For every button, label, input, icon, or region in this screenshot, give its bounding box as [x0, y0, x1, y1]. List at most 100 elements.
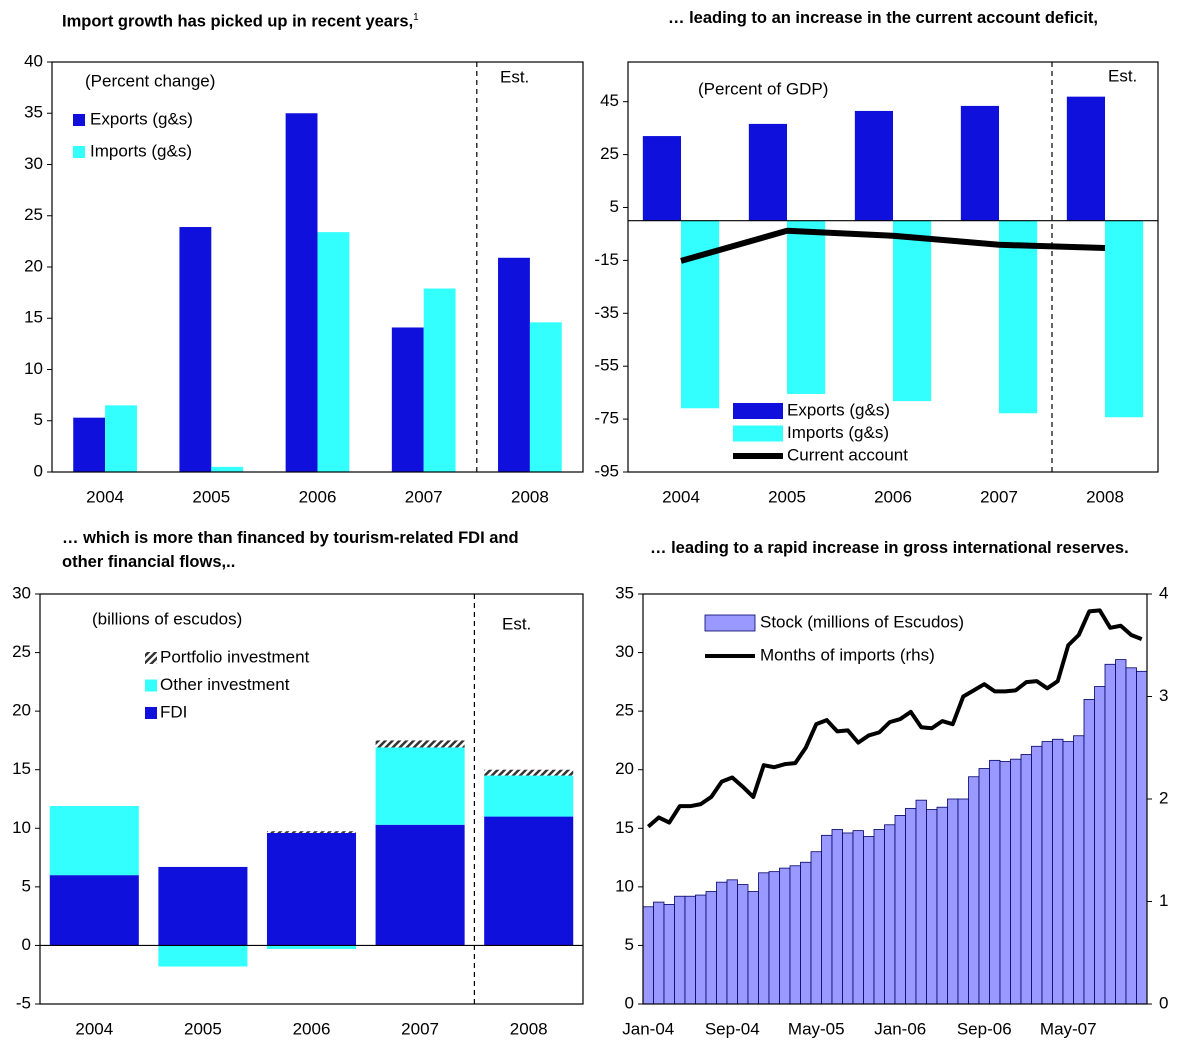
y-tick-label: 40	[24, 51, 43, 70]
bar	[852, 830, 864, 1005]
bar	[737, 884, 749, 1005]
plot-frame	[39, 593, 584, 1005]
bar	[1010, 758, 1022, 1005]
bar	[158, 866, 248, 946]
bar	[1104, 663, 1116, 1005]
bar	[894, 815, 906, 1005]
bar	[642, 136, 681, 221]
bar	[863, 836, 875, 1005]
bar	[375, 824, 465, 946]
bar	[716, 881, 728, 1005]
bar	[285, 113, 318, 472]
bar	[317, 232, 350, 472]
bar	[375, 740, 465, 748]
y-tick-label: 25	[615, 701, 634, 720]
x-tick-label: 2004	[75, 1019, 113, 1038]
bar	[789, 865, 801, 1005]
bar	[968, 776, 980, 1005]
x-tick-label: 2005	[184, 1019, 222, 1038]
bar	[1031, 745, 1043, 1005]
bar	[1094, 686, 1106, 1005]
y-tick-label: -35	[594, 303, 619, 322]
bar	[484, 769, 574, 776]
y-tick-label: 20	[24, 256, 43, 275]
legend-swatch	[145, 679, 157, 692]
bar	[1020, 754, 1032, 1005]
annotation: (billions of escudos)	[92, 609, 242, 628]
bar	[484, 775, 574, 817]
bar	[831, 829, 843, 1005]
legend-label: Other investment	[160, 675, 290, 694]
legend-swatch	[145, 652, 157, 664]
bar	[1066, 96, 1105, 221]
bar	[705, 891, 717, 1005]
x-tick-label: Jan-04	[622, 1019, 674, 1038]
y-tick-label: 20	[615, 759, 634, 778]
y-tick-label: 25	[600, 144, 619, 163]
legend-swatch	[73, 114, 85, 126]
y-tick-label: 35	[615, 583, 634, 602]
y-tick-label: 15	[24, 308, 43, 327]
bar	[1125, 667, 1137, 1005]
bar	[915, 799, 927, 1005]
bar	[674, 895, 686, 1005]
bar	[1083, 699, 1095, 1005]
bar	[684, 895, 696, 1005]
y2-tick-label: 3	[1159, 686, 1168, 705]
legend-label: Imports (g&s)	[90, 141, 192, 160]
annotation: Est.	[500, 67, 529, 86]
bar	[73, 417, 106, 472]
bar	[810, 851, 822, 1005]
bar	[821, 834, 833, 1005]
annotation: Est.	[1108, 66, 1137, 85]
bar	[1041, 741, 1053, 1005]
annotation: (Percent of GDP)	[698, 79, 828, 98]
bar	[842, 832, 854, 1005]
bar	[747, 891, 759, 1005]
bar	[926, 809, 938, 1005]
x-tick-label: 2007	[401, 1019, 439, 1038]
x-tick-label: 2006	[299, 487, 337, 506]
y2-tick-label: 4	[1159, 583, 1168, 602]
legend-swatch	[73, 146, 85, 158]
bar	[884, 824, 896, 1005]
panel-title: … leading to an increase in the current …	[668, 9, 1099, 27]
legend-label: FDI	[160, 702, 187, 721]
bar	[423, 288, 456, 472]
x-tick-label: May-07	[1040, 1019, 1097, 1038]
bar	[663, 904, 675, 1005]
bar	[768, 871, 780, 1005]
y-tick-label: 5	[22, 876, 31, 895]
x-tick-label: Sep-04	[705, 1019, 760, 1038]
annotation: Est.	[502, 614, 531, 633]
y-tick-label: -95	[594, 461, 619, 480]
y-tick-label: 25	[12, 642, 31, 661]
bar	[873, 829, 885, 1005]
bar	[957, 798, 969, 1005]
y2-tick-label: 1	[1159, 891, 1168, 910]
y-tick-label: 5	[610, 197, 619, 216]
x-tick-label: 2006	[293, 1019, 331, 1038]
bar	[758, 872, 770, 1005]
y-tick-label: 30	[12, 583, 31, 602]
bar	[960, 105, 999, 221]
title-note: 1	[413, 12, 419, 23]
y-tick-label: 10	[12, 818, 31, 837]
x-tick-label: 2006	[874, 487, 912, 506]
bar	[266, 945, 357, 949]
y-tick-label: 25	[24, 205, 43, 224]
x-tick-label: May-05	[788, 1019, 845, 1038]
y-tick-label: 5	[625, 935, 634, 954]
y-tick-label: -55	[594, 356, 619, 375]
bar	[726, 879, 738, 1005]
bar	[49, 806, 139, 876]
bar	[748, 123, 787, 221]
bar	[1052, 738, 1064, 1005]
panel-title: … which is more than financed by tourism…	[62, 529, 519, 571]
y-tick-label: 45	[600, 91, 619, 110]
panel-title: … leading to a rapid increase in gross i…	[650, 539, 1129, 557]
legend-swatch	[733, 425, 783, 442]
y-tick-label: 0	[34, 461, 43, 480]
